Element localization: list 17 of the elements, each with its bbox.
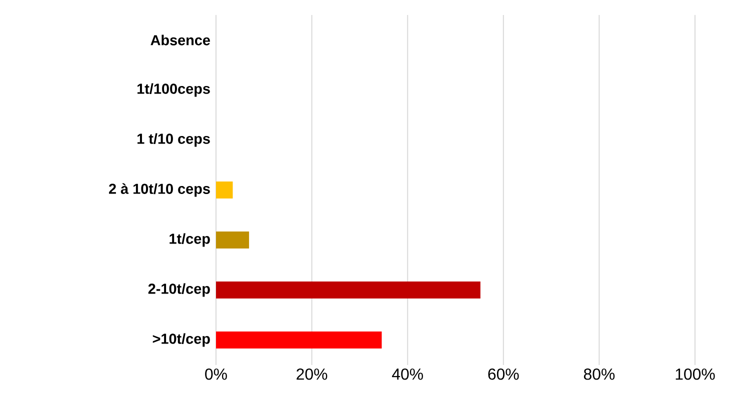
x-tick-label: 100% <box>676 368 715 380</box>
bar <box>216 332 382 349</box>
bar <box>216 182 233 199</box>
bar <box>216 232 250 249</box>
x-tick-label: 80% <box>584 368 615 380</box>
y-tick-label: Absence <box>150 34 210 46</box>
y-tick-label: 2-10t/cep <box>148 283 210 297</box>
x-tick-label: 20% <box>296 368 328 380</box>
x-tick-label: 40% <box>392 368 423 380</box>
x-tick-label: 0% <box>205 368 227 380</box>
x-tick-label: 60% <box>488 368 519 380</box>
y-tick-label: >10t/cep <box>152 333 210 347</box>
y-tick-label: 1t/100ceps <box>138 83 210 97</box>
bar <box>216 282 480 299</box>
y-tick-label: 2 à 10t/10 ceps <box>108 183 210 197</box>
y-tick-label: 1 t/10 ceps <box>138 133 210 147</box>
y-tick-label: 1t/cep <box>170 233 210 247</box>
